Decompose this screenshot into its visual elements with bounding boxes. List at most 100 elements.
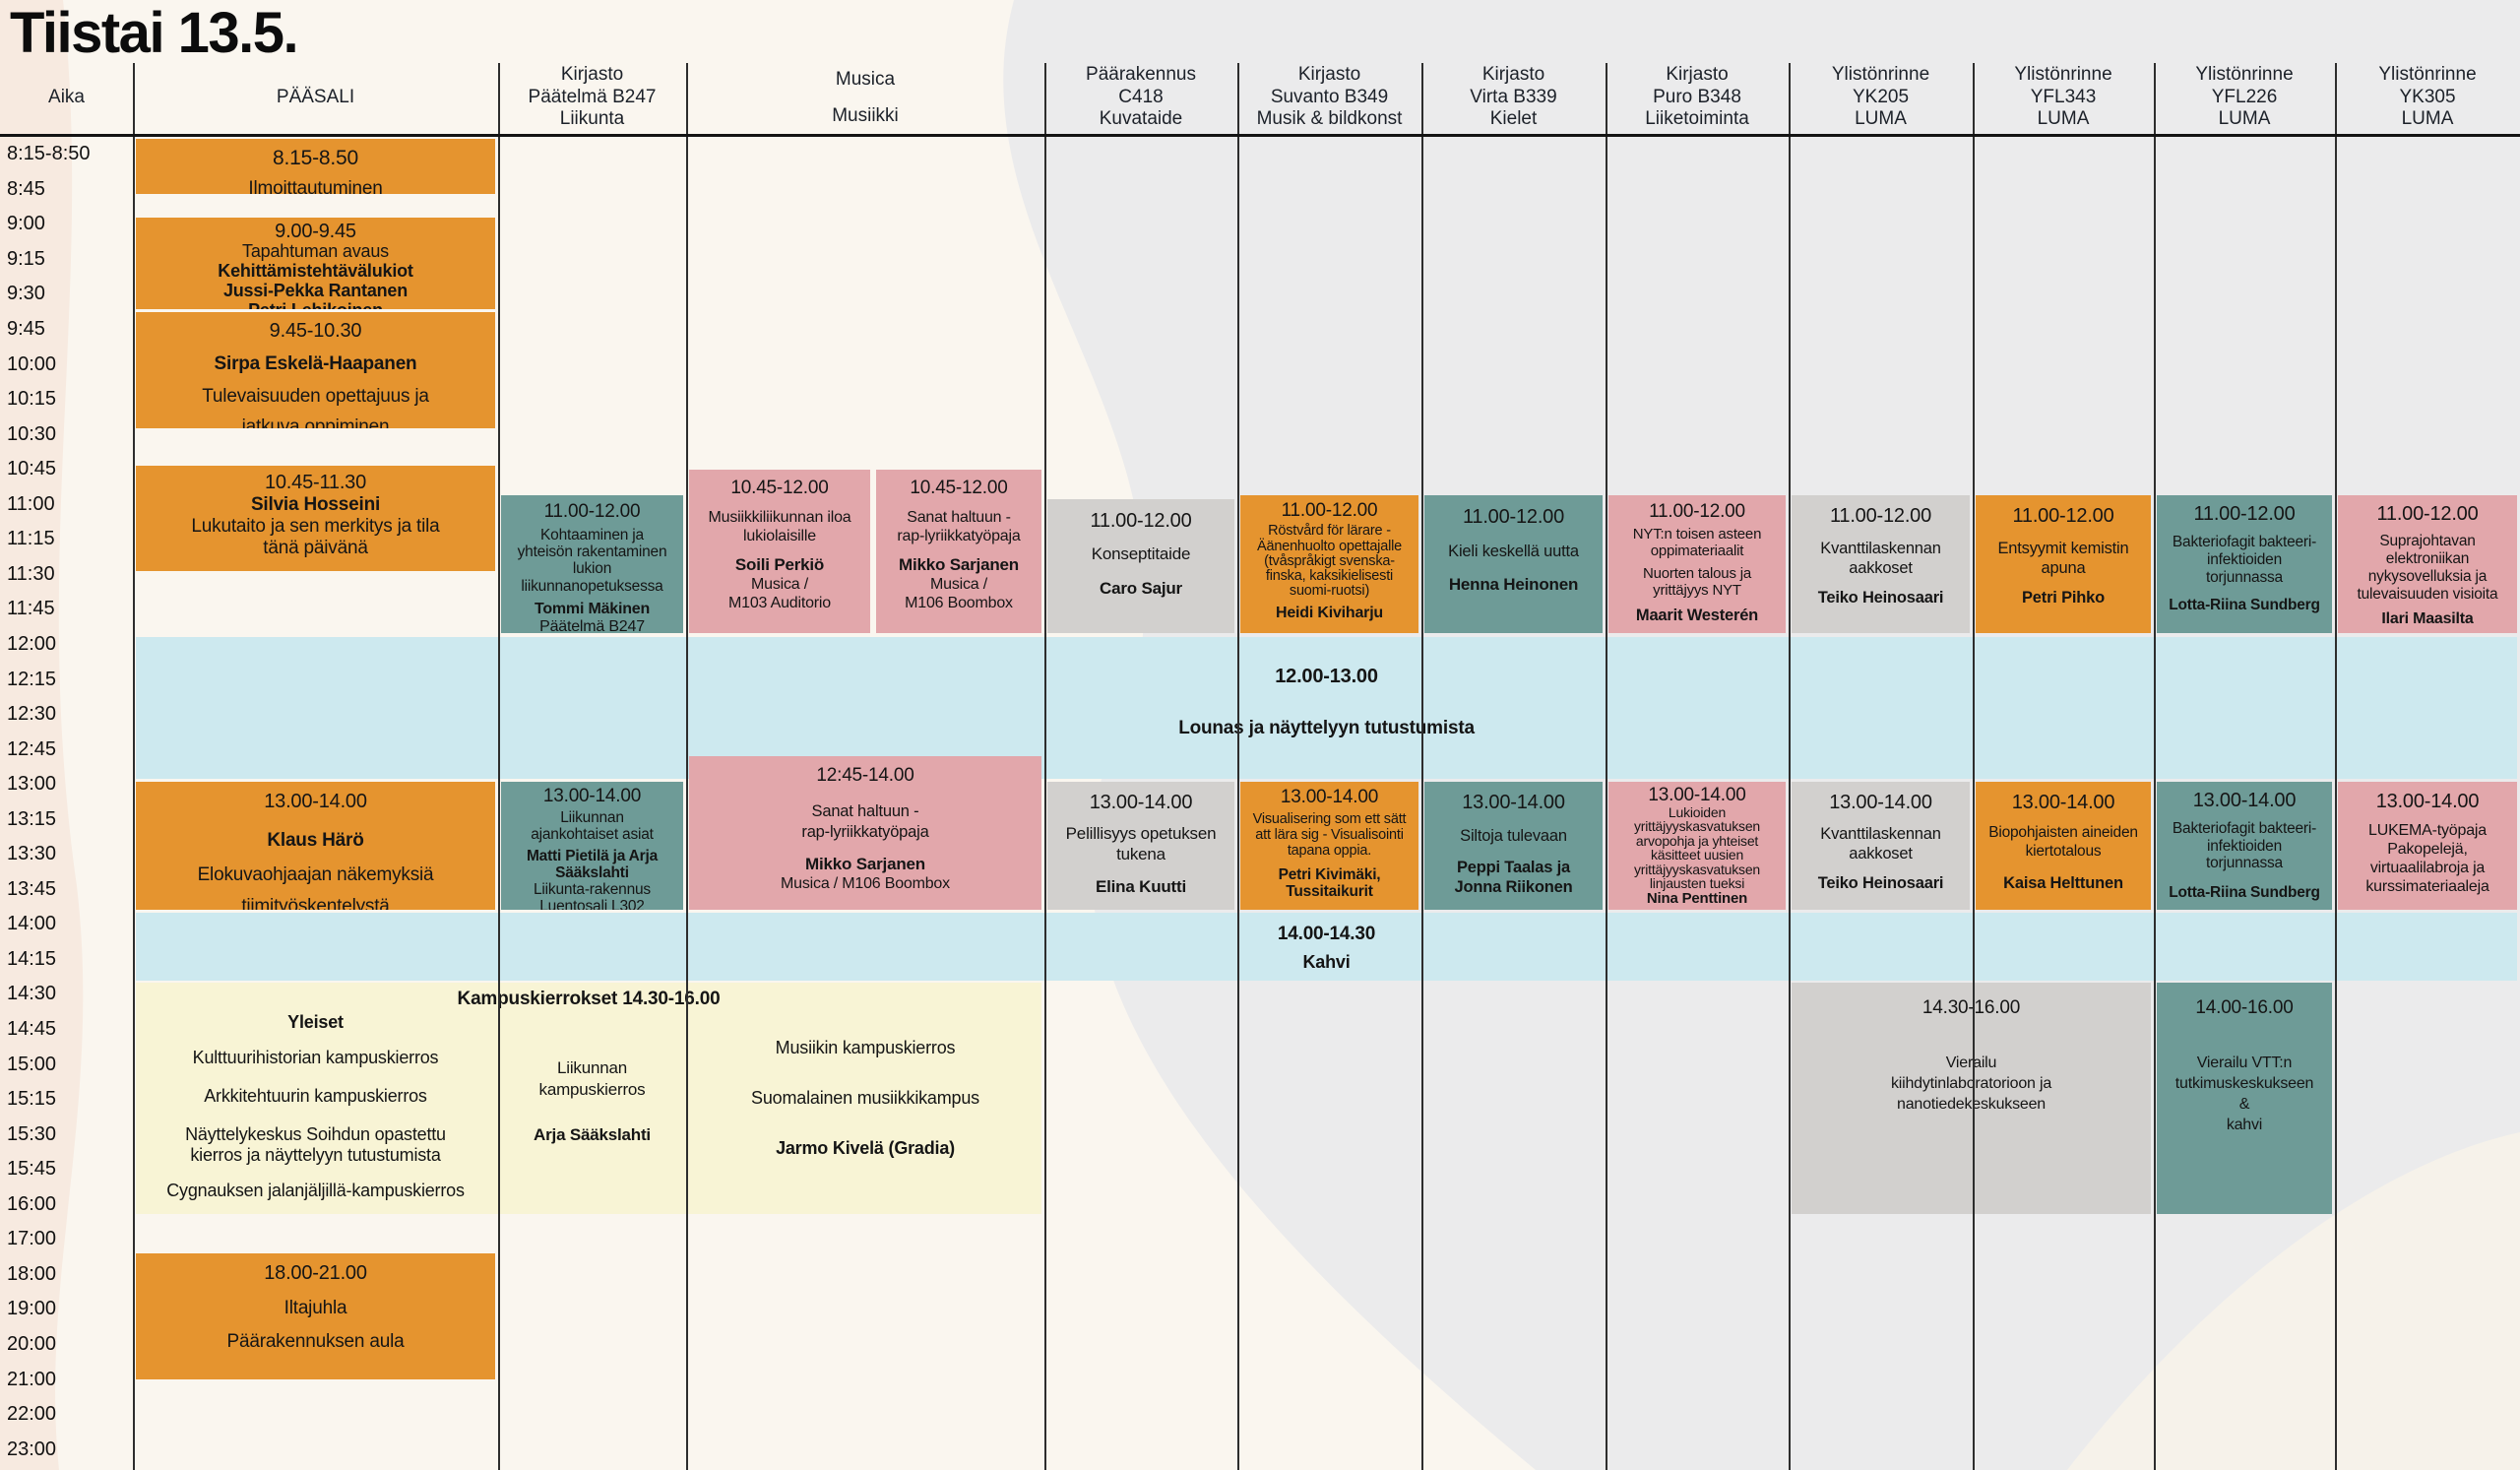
event-line: 8.15-8.50 <box>273 147 358 170</box>
time-label: 13:45 <box>7 877 57 900</box>
event-musica-rap-1245: 12:45-14.00 Sanat haltuun - rap-lyriikkaty… <box>689 756 1041 910</box>
event-line: Musica / <box>930 576 987 594</box>
event-line: Vierailu VTT:n <box>2196 1055 2293 1072</box>
event-line: lukion <box>572 560 612 578</box>
column-header-line: YFL226 <box>2211 86 2278 107</box>
event-line: (tvåspråkigt svenska- <box>1264 552 1395 569</box>
page-title: Tiistai 13.5. <box>10 1 299 65</box>
event-line: tukena <box>1116 844 1166 863</box>
time-label: 12:30 <box>7 703 57 726</box>
event-line: Suomalainen musiikkikampus <box>751 1088 979 1109</box>
time-label: 12:45 <box>7 737 57 760</box>
column-header-line: Virta B339 <box>1470 86 1557 107</box>
event-line: tutkimuskeskukseen <box>2174 1075 2314 1093</box>
column-header-line: Musiikki <box>832 105 899 126</box>
event-line: torjunnassa <box>2206 855 2283 872</box>
column-header-line: C418 <box>1118 86 1164 107</box>
event-line: Iltajuhla <box>284 1298 347 1319</box>
event-line: torjunnassa <box>2206 569 2283 586</box>
event-line: 13.00-14.00 <box>264 790 367 812</box>
column-divider-line <box>1237 63 1239 1470</box>
event-line: Liikunnan <box>557 1057 627 1077</box>
event-paatelma-liikunnan-kampuskierros: Liikunnan kampuskierros Arja Sääkslahti <box>501 1057 683 1204</box>
event-presenter-line: Lotta-Riina Sundberg <box>2169 596 2320 613</box>
event-line: rap-lyriikkatyöpaja <box>897 527 1021 544</box>
event-section-kampuskierrokset <box>136 982 1041 1215</box>
event-band-kahvi: 14.00-14.30 Kahvi <box>136 913 2517 981</box>
time-label: 20:00 <box>7 1332 57 1355</box>
event-presenter-line: Tussitaikurit <box>1286 882 1373 900</box>
event-line: Sanat haltuun - <box>907 508 1011 526</box>
event-paasali-avaus: 9.00-9.45 Tapahtuman avaus Kehittämistehtä… <box>136 218 495 310</box>
event-paasali-hosseini: 10.45-11.30 Silvia Hosseini Lukutaito ja s… <box>136 466 495 571</box>
event-line: käsitteet uusien <box>1650 847 1744 863</box>
event-line: nanotiedekeskukseen <box>1897 1095 2046 1113</box>
event-line: 11.00-12.00 <box>1462 506 1565 529</box>
time-label: 13:15 <box>7 807 57 830</box>
event-line: yrittäjyyskasvatuksen <box>1633 818 1761 835</box>
time-label: 8:15-8:50 <box>7 143 91 165</box>
event-line: Päätelmä B247 <box>539 617 645 634</box>
event-line: aakkoset <box>1849 558 1913 577</box>
header-divider-line <box>0 134 2520 137</box>
event-presenter-line: Petri Pihko <box>2022 589 2105 607</box>
event-line: NYT:n toisen asteen <box>1632 526 1762 543</box>
event-paasali-yleiset-list: Yleiset Kulttuurihistorian kampuskierros A… <box>136 1012 495 1212</box>
event-line: linjausten tueksi <box>1649 875 1745 892</box>
event-line: liikunnanopetuksessa <box>521 577 663 595</box>
time-label: 14:15 <box>7 947 57 970</box>
event-presenter-line: 14.00-14.30 <box>1277 924 1376 945</box>
time-label: 17:00 <box>7 1228 57 1250</box>
event-line: 14.00-16.00 <box>2195 996 2294 1018</box>
time-label: 18:00 <box>7 1262 57 1285</box>
event-line: 13.00-14.00 <box>1089 791 1193 813</box>
event-line: 13.00-14.00 <box>1462 791 1565 813</box>
event-line: Luentosali L302 <box>539 897 645 910</box>
event-presenter-line: Maarit Westerén <box>1635 607 1759 625</box>
column-header-line: Päätelmä B247 <box>528 86 657 107</box>
column-header-line: Liiketoiminta <box>1645 108 1749 130</box>
column-header: Kirjasto Puro B348 Liiketoiminta <box>1607 63 1787 132</box>
event-yk305-suprajohtava: 11.00-12.00 Suprajohtavan elektroniikan nyk… <box>2338 495 2517 634</box>
column-header: Päärakennus C418 Kuvataide <box>1046 63 1235 132</box>
event-presenter-line: Petri Lehikoinen <box>140 300 491 309</box>
column-header-line: LUMA <box>2218 108 2271 130</box>
time-label: 11:30 <box>7 562 55 585</box>
column-divider-line <box>1044 63 1046 1470</box>
event-presenter-line: Heidi Kiviharju <box>1275 605 1384 622</box>
event-line: tänä päivänä <box>263 537 368 558</box>
event-suvanto-rostvard: 11.00-12.00 Röstvård för lärare - Äänenhuo… <box>1240 495 1418 634</box>
event-line: Liikunnan <box>560 808 624 826</box>
event-yk205-kvanttilaskenta-11: 11.00-12.00 Kvanttilaskennan aakkoset Teiko… <box>1792 495 1970 634</box>
column-header-line: LUMA <box>2401 108 2454 130</box>
time-label: 11:45 <box>7 598 55 620</box>
column-header: Aika <box>2 63 131 132</box>
column-header-line: Kirjasto <box>1666 64 1729 86</box>
event-line: Päärakennuksen aula <box>226 1330 405 1352</box>
event-line: Vierailu <box>1945 1055 1997 1072</box>
event-line: Lukutaito ja sen merkitys ja tila <box>191 516 440 537</box>
event-puro-nyt: 11.00-12.00 NYT:n toisen asteen oppimateri… <box>1608 495 1786 634</box>
event-line: LUKEMA-työpaja <box>2368 821 2487 839</box>
event-line: Tapahtuman avaus <box>242 241 389 262</box>
event-presenter-line: Jussi-Pekka Rantanen <box>222 281 409 301</box>
event-c418-konseptitaide: 11.00-12.00 Konseptitaide Caro Sajur <box>1047 498 1234 634</box>
event-line: Tulevaisuuden opettajuus ja <box>202 386 429 408</box>
event-paasali-iltajuhla: 18.00-21.00 Iltajuhla Päärakennuksen aula <box>136 1253 495 1379</box>
event-line: 11.00-12.00 <box>2193 503 2296 526</box>
time-label: 10:00 <box>7 352 57 375</box>
time-label: 23:00 <box>7 1438 57 1460</box>
event-line: att lära sig - Visualisointi <box>1255 826 1404 843</box>
event-paasali-eskela-haapanen: 9.45-10.30 Sirpa Eskelä-Haapanen Tulevaisu… <box>136 311 495 429</box>
event-line: Entsyymit kemistin <box>1997 539 2129 557</box>
event-line: 18.00-21.00 <box>264 1262 367 1285</box>
event-yfl343-entsyymit: 11.00-12.00 Entsyymit kemistin apuna Petri … <box>1976 495 2151 634</box>
column-divider-line <box>1789 63 1791 1470</box>
event-puro-yrittajyyskasvatus: 13.00-14.00 Lukioiden yrittäjyyskasvatukse… <box>1608 781 1786 910</box>
time-label: 9:30 <box>7 283 45 305</box>
column-divider-line <box>498 63 500 1470</box>
time-label: 11:00 <box>7 492 55 515</box>
column-header-line: Ylistönrinne <box>1831 64 1930 86</box>
event-band-lounas: 12.00-13.00 Lounas ja näyttelyyn tutustum… <box>136 637 2517 779</box>
